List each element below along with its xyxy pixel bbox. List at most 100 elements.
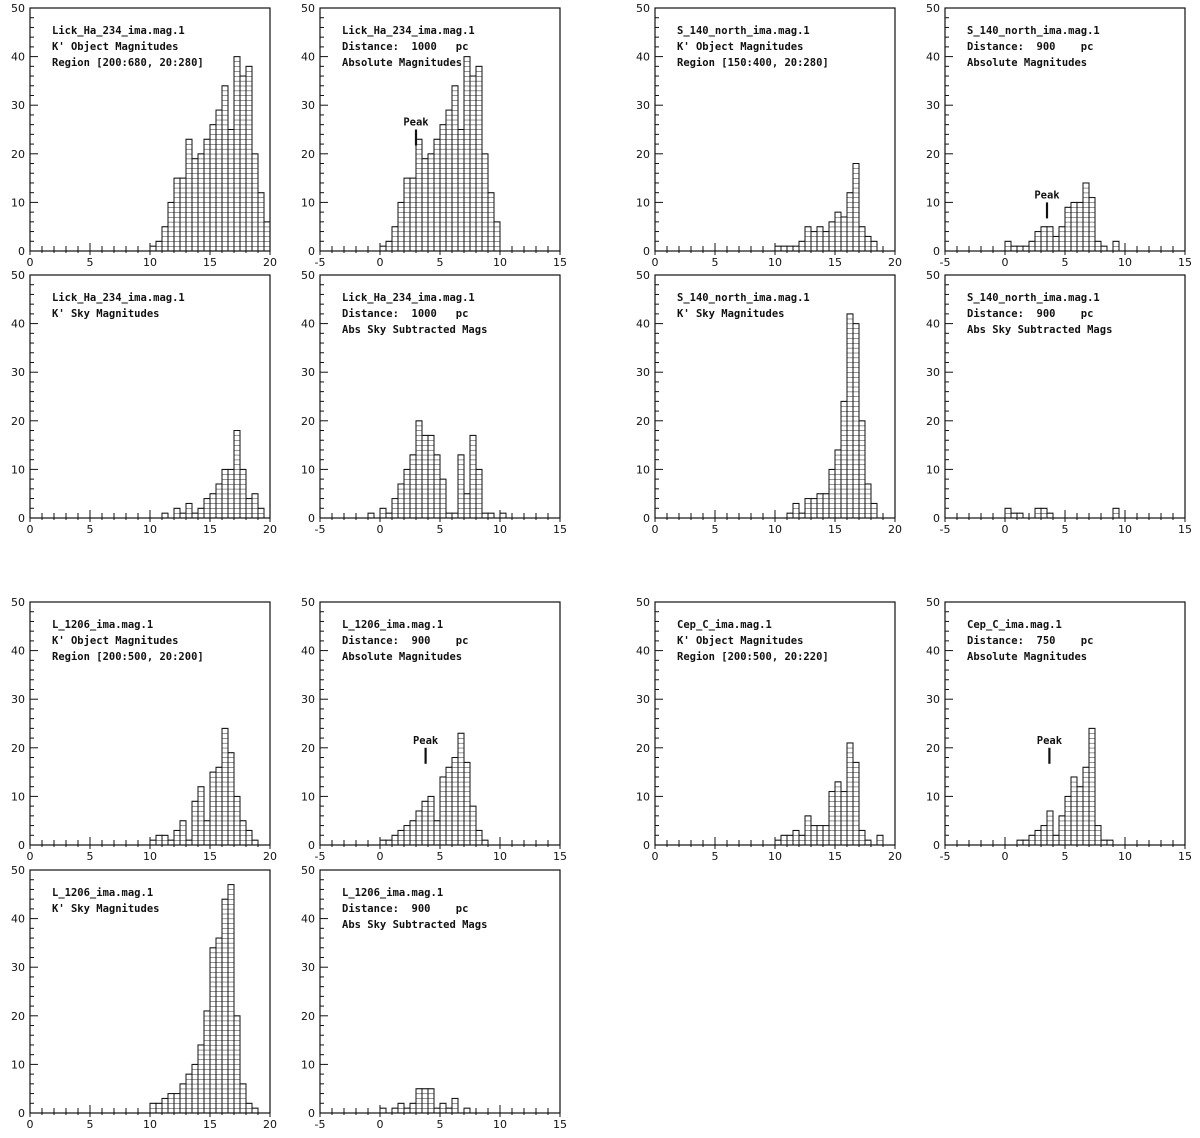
bar bbox=[1088, 727, 1096, 846]
y-tick-label: 30 bbox=[11, 961, 25, 974]
bar bbox=[1016, 839, 1024, 846]
x-tick-label: 0 bbox=[652, 256, 659, 269]
panel-text: L_1206_ima.mag.1 bbox=[342, 619, 443, 631]
bar bbox=[876, 834, 884, 846]
bar bbox=[780, 834, 788, 846]
x-tick-label: 10 bbox=[768, 523, 782, 536]
histogram-panel: 0 5 10 15 20 0 10 20 30 40 50 L_1206_ima.mag.1 K' Sk… bbox=[11, 864, 277, 1131]
bar bbox=[852, 761, 860, 846]
bar bbox=[155, 1102, 163, 1114]
panel-text: Absolute Magnitudes bbox=[342, 57, 462, 69]
y-tick-label: 20 bbox=[11, 148, 25, 161]
bar bbox=[439, 124, 447, 252]
panel-text: K' Sky Magnitudes bbox=[52, 903, 159, 915]
bar bbox=[421, 1088, 429, 1114]
bar bbox=[846, 313, 854, 519]
bar bbox=[233, 56, 241, 252]
y-tick-label: 40 bbox=[926, 318, 940, 331]
histogram-panel: 0 5 10 15 20 0 10 20 30 40 50 L_1206_ima.mag.1 K' Ob… bbox=[11, 596, 277, 863]
bar bbox=[1046, 512, 1054, 519]
bar bbox=[167, 201, 175, 252]
x-tick-label: -5 bbox=[940, 850, 951, 863]
bar bbox=[810, 231, 818, 252]
y-tick-label: 40 bbox=[301, 645, 315, 658]
x-tick-label: 5 bbox=[437, 1118, 444, 1131]
bar bbox=[1058, 226, 1066, 252]
panel-text: Lick_Ha_234_ima.mag.1 bbox=[52, 292, 185, 304]
bar bbox=[197, 786, 205, 846]
y-tick-label: 0 bbox=[933, 839, 940, 852]
panel-text: L_1206_ima.mag.1 bbox=[52, 619, 153, 631]
bar bbox=[385, 240, 393, 252]
histogram-panel: 0 5 10 15 20 0 10 20 30 40 50 S_140_north_ima.mag.1… bbox=[636, 269, 902, 536]
bar bbox=[149, 1102, 157, 1114]
bar bbox=[155, 240, 163, 252]
x-tick-label: 15 bbox=[1178, 850, 1192, 863]
bar bbox=[245, 1102, 253, 1114]
y-tick-label: 50 bbox=[11, 2, 25, 15]
x-tick-label: 15 bbox=[203, 256, 217, 269]
y-tick-label: 30 bbox=[11, 366, 25, 379]
x-tick-label: -5 bbox=[940, 256, 951, 269]
x-tick-label: 0 bbox=[1002, 256, 1009, 269]
y-tick-label: 10 bbox=[301, 463, 315, 476]
panel-text: Region [200:680, 20:280] bbox=[52, 57, 204, 69]
bar bbox=[215, 766, 223, 846]
histogram-panel: -5 0 5 10 1501020304050L_1206_ima.mag.1Dista… bbox=[301, 596, 567, 863]
bar bbox=[1082, 766, 1090, 846]
panel-text: Lick_Ha_234_ima.mag.1 bbox=[52, 25, 185, 37]
y-tick-label: 0 bbox=[18, 1107, 25, 1120]
x-tick-label: -5 bbox=[940, 523, 951, 536]
bar bbox=[439, 1102, 447, 1114]
bar bbox=[227, 468, 235, 519]
bar bbox=[816, 825, 824, 846]
y-tick-label: 10 bbox=[636, 790, 650, 803]
bar bbox=[439, 478, 447, 519]
x-tick-label: 20 bbox=[888, 256, 902, 269]
bar bbox=[209, 771, 217, 846]
y-tick-label: 10 bbox=[926, 790, 940, 803]
bar bbox=[415, 810, 423, 846]
bar bbox=[469, 805, 477, 846]
y-tick-label: 40 bbox=[926, 51, 940, 64]
y-tick-label: 50 bbox=[301, 269, 315, 282]
x-tick-label: -5 bbox=[315, 523, 326, 536]
y-tick-label: 0 bbox=[308, 512, 315, 525]
bar bbox=[379, 839, 387, 846]
bar bbox=[834, 781, 842, 846]
bar bbox=[1004, 507, 1012, 519]
bar bbox=[421, 434, 429, 519]
panel-text: Cep_C_ima.mag.1 bbox=[677, 619, 772, 631]
bar bbox=[391, 226, 399, 252]
y-tick-label: 0 bbox=[18, 512, 25, 525]
bar bbox=[1016, 512, 1024, 519]
bar bbox=[1082, 182, 1090, 252]
x-tick-label: 15 bbox=[203, 1118, 217, 1131]
bar bbox=[1022, 245, 1030, 252]
x-tick-label: 5 bbox=[712, 256, 719, 269]
x-tick-label: 20 bbox=[888, 850, 902, 863]
x-tick-label: 0 bbox=[1002, 850, 1009, 863]
y-tick-label: 50 bbox=[11, 864, 25, 877]
y-tick-label: 10 bbox=[926, 196, 940, 209]
bar bbox=[774, 245, 782, 252]
bar bbox=[433, 138, 441, 252]
bar bbox=[858, 420, 866, 519]
x-tick-label: 10 bbox=[143, 1118, 157, 1131]
y-tick-label: 20 bbox=[636, 415, 650, 428]
bar bbox=[367, 512, 375, 519]
x-tick-label: 10 bbox=[143, 256, 157, 269]
bar bbox=[864, 235, 872, 252]
histogram-panel: 0 5 10 15 20 0 10 20 30 40 50 Lick_Ha_234_ima.mag.1… bbox=[11, 269, 277, 536]
y-tick-label: 50 bbox=[301, 2, 315, 15]
bar bbox=[1040, 507, 1048, 519]
x-tick-label: 0 bbox=[1002, 523, 1009, 536]
y-tick-label: 0 bbox=[308, 839, 315, 852]
panel-text: Abs Sky Subtracted Mags bbox=[342, 919, 487, 931]
y-tick-label: 50 bbox=[926, 269, 940, 282]
panel-text: S_140_north_ima.mag.1 bbox=[677, 25, 810, 37]
x-tick-label: 5 bbox=[87, 1118, 94, 1131]
x-tick-label: 10 bbox=[768, 256, 782, 269]
bar bbox=[1094, 825, 1102, 846]
